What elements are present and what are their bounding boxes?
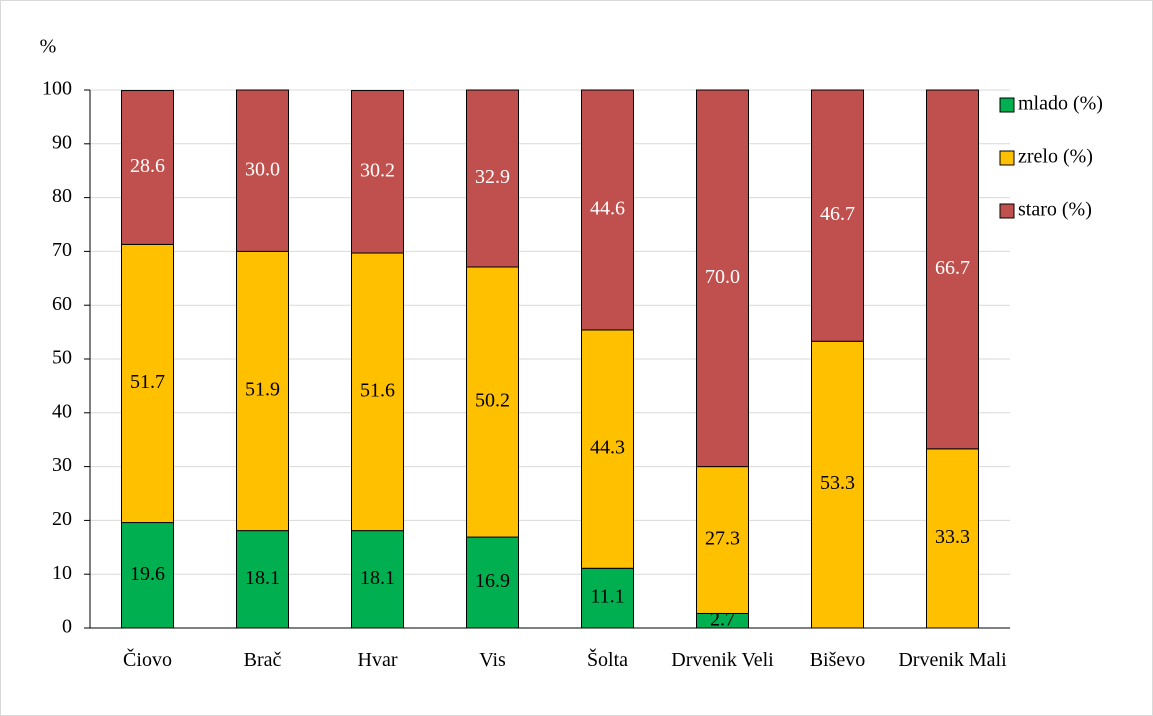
y-tick-label: 10 bbox=[52, 562, 72, 584]
bar-segment bbox=[236, 89, 289, 252]
data-label: 44.6 bbox=[590, 198, 625, 220]
x-tick-label: Vis bbox=[479, 649, 506, 671]
legend-swatch bbox=[999, 97, 1015, 113]
y-tick-label: 0 bbox=[62, 616, 72, 638]
data-label: 11.1 bbox=[590, 586, 624, 608]
y-axis-label: % bbox=[40, 36, 57, 58]
y-tick-label: 60 bbox=[52, 293, 72, 315]
bar-segment bbox=[581, 567, 634, 629]
data-label: 51.6 bbox=[360, 379, 395, 401]
data-label: 53.3 bbox=[820, 472, 855, 494]
x-tick-label: Šolta bbox=[586, 649, 629, 671]
y-tick-label: 90 bbox=[52, 131, 72, 153]
bar-segment bbox=[121, 90, 174, 245]
bar-segment bbox=[236, 530, 289, 629]
data-label: 50.2 bbox=[475, 390, 510, 412]
legend-swatch bbox=[999, 203, 1015, 219]
bar-segment bbox=[696, 89, 749, 468]
y-tick-label: 50 bbox=[52, 347, 72, 369]
y-tick-label: 40 bbox=[52, 400, 72, 422]
data-label: 66.7 bbox=[935, 257, 970, 279]
x-tick-label: Drvenik Veli bbox=[671, 649, 774, 671]
legend-label: staro (%) bbox=[1018, 199, 1092, 221]
data-label: 70.0 bbox=[705, 266, 740, 288]
bar-segment bbox=[351, 530, 404, 629]
y-tick-label: 80 bbox=[52, 185, 72, 207]
data-label: 44.3 bbox=[590, 437, 625, 459]
y-tick-label: 20 bbox=[52, 508, 72, 530]
data-label: 30.0 bbox=[245, 158, 280, 180]
y-tick-label: 100 bbox=[42, 78, 72, 100]
legend-label: zrelo (%) bbox=[1018, 146, 1093, 168]
bar-segment bbox=[466, 536, 519, 629]
data-label: 18.1 bbox=[245, 567, 280, 589]
data-label: 19.6 bbox=[130, 563, 165, 585]
data-label: 16.9 bbox=[475, 570, 510, 592]
bar-segment bbox=[121, 243, 174, 524]
x-tick-label: Hvar bbox=[357, 649, 398, 671]
bar-segment bbox=[236, 250, 289, 532]
legend-swatch bbox=[999, 150, 1015, 166]
bar-segment bbox=[466, 89, 519, 268]
y-tick-label: 30 bbox=[52, 454, 72, 476]
x-tick-label: Drvenik Mali bbox=[898, 649, 1007, 671]
y-tick-label: 70 bbox=[52, 239, 72, 261]
data-label: 32.9 bbox=[475, 166, 510, 188]
bar-segment bbox=[121, 522, 174, 629]
bar-segment bbox=[581, 329, 634, 569]
x-tick-label: Biševo bbox=[809, 649, 866, 671]
data-label: 33.3 bbox=[935, 526, 970, 548]
data-label: 51.9 bbox=[245, 379, 280, 401]
data-label: 30.2 bbox=[360, 159, 395, 181]
bar-segment bbox=[351, 90, 404, 254]
data-label: 51.7 bbox=[130, 371, 165, 393]
x-tick-label: Čiovo bbox=[123, 649, 172, 671]
bar-segment bbox=[926, 448, 979, 629]
bar-segment bbox=[811, 340, 864, 629]
bar-segment bbox=[811, 89, 864, 342]
data-label: 27.3 bbox=[705, 528, 740, 550]
legend-label: mlado (%) bbox=[1018, 93, 1103, 115]
data-label: 18.1 bbox=[360, 567, 395, 589]
data-label: 46.7 bbox=[820, 203, 855, 225]
bar-segment bbox=[581, 89, 634, 331]
bar-segment bbox=[696, 466, 749, 614]
bar-segment bbox=[926, 89, 979, 450]
data-label: 28.6 bbox=[130, 155, 165, 177]
bar-segment bbox=[351, 252, 404, 532]
x-tick-label: Brač bbox=[243, 649, 282, 671]
bar-segment bbox=[466, 266, 519, 538]
